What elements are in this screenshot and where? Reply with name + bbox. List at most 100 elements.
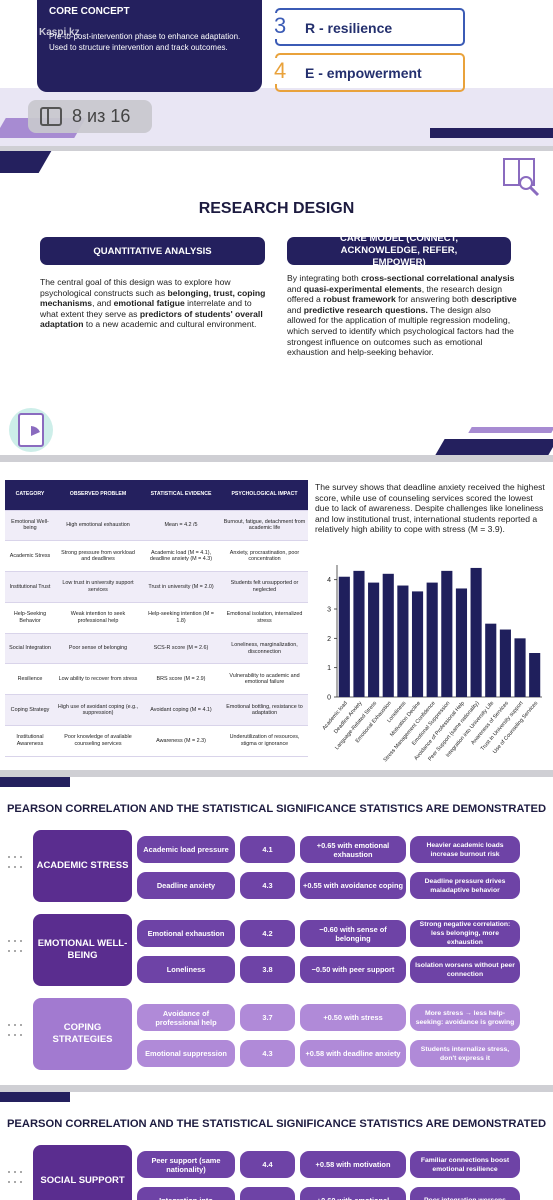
header-row: CATEGORY OBSERVED PROBLEM STATISTICAL EVID…: [5, 480, 308, 511]
page-count: 8 из 16: [72, 106, 131, 126]
group-box: SOCIAL SUPPORT: [33, 1145, 132, 1200]
decor: [0, 777, 70, 787]
table-row: Social Integration Poor sense of belongin…: [5, 633, 308, 665]
text-segment: The design also allowed for the applicat…: [287, 304, 514, 358]
table-row: Coping Strategy High use of avoidant copi…: [5, 694, 308, 727]
table-cell: Low ability to recover from stress: [55, 663, 141, 696]
table-cell: Help-seeking intention (M = 1.8): [141, 602, 221, 634]
table-row: Institutional Trust Low trust in universi…: [5, 571, 308, 603]
factor: Peer support (same nationality): [137, 1151, 235, 1178]
results-table: CATEGORY OBSERVED PROBLEM STATISTICAL EVID…: [5, 480, 308, 757]
table-cell: Strong pressure from workload and deadli…: [55, 540, 141, 573]
table-cell: Poor sense of belonging: [55, 633, 141, 665]
item-number: 3: [274, 13, 287, 39]
bar: [455, 588, 468, 697]
slide-research: RESEARCH DESIGN QUANTITATIVE ANALYSIS CA…: [0, 151, 553, 455]
table-row: Emotional Well-being High emotional exhau…: [5, 510, 308, 542]
page-indicator[interactable]: 8 из 16: [28, 100, 152, 133]
text-segment: The central goal of this design was to e…: [40, 277, 231, 298]
factor: Emotional suppression: [137, 1040, 235, 1067]
bar: [470, 567, 482, 697]
correlation: −0.60 with sense of belonging: [300, 920, 406, 947]
correlation: +0.60 with emotional: [300, 1187, 406, 1200]
text-segment: robust framework: [323, 294, 396, 305]
title: PEARSON CORRELATION AND THE STATISTICAL …: [6, 803, 547, 815]
table-row: Institutional Awareness Poor knowledge of…: [5, 725, 308, 757]
factor: Deadline anxiety: [137, 872, 235, 899]
y-tick-label: 4: [327, 577, 331, 584]
mean: [240, 1187, 295, 1200]
text-segment: and: [287, 283, 304, 294]
table-cell: Institutional Awareness: [5, 725, 55, 757]
text-segment: cross-sectional correlational analysis: [361, 273, 515, 283]
factor: Academic load pressure: [137, 836, 235, 863]
dots: [14, 1171, 16, 1183]
bar: [426, 582, 438, 697]
bar: [529, 653, 541, 697]
interpretation: Students internalize stress, don't expre…: [410, 1040, 520, 1067]
item-label: R - resilience: [305, 20, 393, 36]
y-tick-label: 2: [327, 636, 331, 643]
text-segment: for answering both: [395, 294, 472, 305]
correlation: +0.55 with avoidance coping: [300, 872, 406, 899]
factor: Emotional exhaustion: [137, 920, 235, 947]
table-cell: Students felt unsupported or neglected: [221, 571, 308, 603]
group-box: COPING STRATEGIES: [33, 998, 132, 1070]
header-cell: PSYCHOLOGICAL IMPACT: [221, 480, 308, 511]
interpretation: Heavier academic loads increase burnout …: [410, 836, 520, 863]
dots: [20, 1024, 22, 1036]
correlation: +0.65 with emotional exhaustion: [300, 836, 406, 863]
bar: [514, 638, 526, 697]
interpretation: Familiar connections boost emotional res…: [410, 1151, 520, 1178]
interpretation: Poor integration worsens: [410, 1187, 520, 1200]
mean: 3.7: [240, 1004, 295, 1031]
dots: [8, 940, 10, 952]
interpretation: Strong negative correlation: less belong…: [410, 920, 520, 947]
table-cell: Help-Seeking Behavior: [5, 602, 55, 634]
bar: [485, 623, 497, 697]
chart-text: The survey shows that deadline anxiety r…: [315, 482, 545, 535]
text-segment: descriptive: [471, 294, 517, 305]
table-cell: Low trust in university support services: [55, 571, 141, 603]
book-icon: [503, 158, 540, 197]
text-segment: , and: [92, 298, 114, 309]
paragraph: By integrating both cross-sectional corr…: [287, 273, 517, 358]
table-cell: Anxiety, procrastination, poor concentra…: [221, 540, 308, 573]
table-cell: Academic Stress: [5, 540, 55, 573]
dots: [8, 1171, 10, 1183]
item-number: 4: [274, 58, 287, 84]
mean: 4.3: [240, 1040, 295, 1067]
table-row: Help-Seeking Behavior Weak intention to s…: [5, 602, 308, 634]
slide-pearson-next: PEARSON CORRELATION AND THE STATISTICAL …: [0, 1092, 553, 1200]
watermark: Kaspi.kz: [39, 27, 80, 38]
table-cell: Academic load (M = 4.1), deadline anxiet…: [141, 540, 221, 573]
clipboard-icon: [9, 408, 53, 452]
dots: [14, 940, 16, 952]
bar: [368, 582, 380, 697]
table-row: Academic Stress Strong pressure from work…: [5, 540, 308, 573]
text-segment: quasi-experimental elements: [303, 283, 422, 294]
table-cell: Coping Strategy: [5, 694, 55, 727]
table-cell: High emotional exhaustion: [55, 510, 141, 542]
table-cell: Resilience: [5, 663, 55, 696]
paragraph: The central goal of this design was to e…: [40, 277, 270, 330]
mean: 4.4: [240, 1151, 295, 1178]
group-box: EMOTIONAL WELL-BEING: [33, 914, 132, 986]
mean: 4.1: [240, 836, 295, 863]
interpretation: Isolation worsens without peer connectio…: [410, 956, 520, 983]
header-cell: OBSERVED PROBLEM: [55, 480, 141, 511]
table-cell: Underutilization of resources, stigma or…: [221, 725, 308, 757]
table-cell: Weak intention to seek professional help: [55, 602, 141, 634]
bar: [338, 576, 350, 697]
table-cell: Trust in university (M = 2.0): [141, 571, 221, 603]
table-cell: Institutional Trust: [5, 571, 55, 603]
core-text: Pre-to-post-intervention phase to enhanc…: [49, 32, 241, 52]
title: RESEARCH DESIGN: [198, 200, 355, 217]
table-cell: Emotional isolation, internalized stress: [221, 602, 308, 634]
correlation: +0.50 with stress: [300, 1004, 406, 1031]
table-cell: Avoidant coping (M = 4.1): [141, 694, 221, 727]
core-title: CORE CONCEPT: [49, 6, 130, 17]
core-box: CORE CONCEPT Pre-to-post-intervention ph…: [37, 0, 262, 92]
mean: 4.3: [240, 872, 295, 899]
